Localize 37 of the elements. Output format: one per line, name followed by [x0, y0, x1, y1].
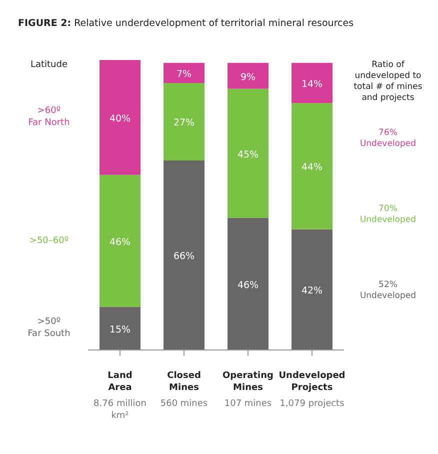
bar [164, 82, 205, 160]
bar [164, 160, 205, 350]
bar [292, 229, 333, 350]
bar [164, 62, 205, 83]
legend-title: Latitude [29, 60, 69, 70]
data-label: 44% [301, 162, 323, 174]
text: >60º Far North [27, 105, 71, 130]
data-label: 40% [109, 113, 131, 124]
data-label: 66% [173, 251, 195, 262]
bar [292, 103, 333, 230]
data-label: 9% [240, 72, 256, 83]
data-label: 46% [237, 280, 259, 291]
chart-title: FIGURE 2: Relative underdevelopment of territorial mineral resources [18, 18, 354, 29]
data-label: 46% [109, 236, 131, 248]
data-label: 14% [301, 78, 323, 90]
bar [292, 62, 333, 104]
data-label: 15% [109, 324, 131, 336]
x-tick-label: Closed Mines 560 mines [160, 371, 208, 409]
data-label: 27% [173, 118, 195, 129]
data-label: 45% [237, 149, 259, 160]
bar [228, 218, 269, 350]
bar [100, 174, 141, 307]
x-tick-label: Land Area 8.76 million km² [94, 371, 146, 421]
data-label: 7% [176, 68, 192, 80]
x-tick-label: Undeveloped Projects 1,079 projects [278, 371, 346, 409]
text: >50º Far South [26, 316, 72, 340]
text: Ratio of undeveloped to total # of mines and projects [352, 60, 424, 104]
bar [228, 88, 269, 218]
x-tick-label: Operating Mines 107 mines [222, 371, 274, 409]
text: >50–60º [28, 234, 70, 247]
text: 70% Undeveloped [358, 204, 418, 226]
data-label: 42% [301, 286, 323, 297]
bar [100, 306, 141, 350]
bar [100, 60, 141, 175]
bar [228, 62, 269, 89]
text: 76% Undeveloped [358, 128, 418, 150]
text: 52% Undeveloped [358, 280, 418, 302]
